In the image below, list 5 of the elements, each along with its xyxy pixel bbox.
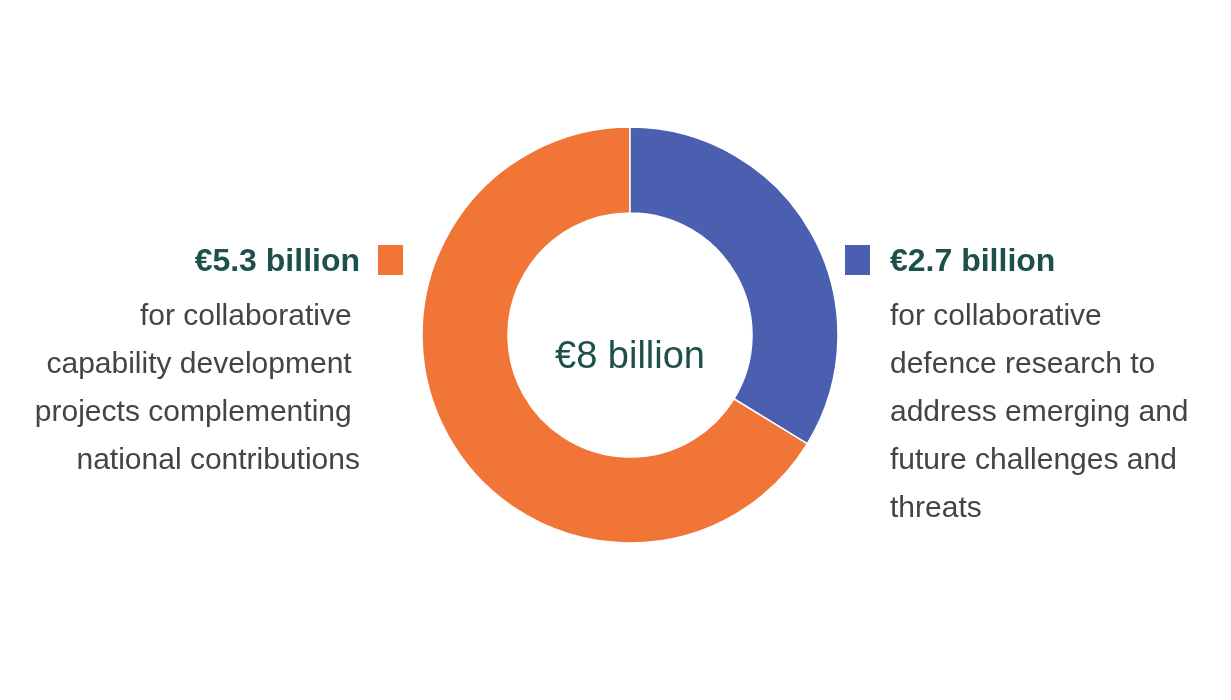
- data-label: €2.7 billion: [890, 242, 1056, 278]
- slice-label: for collaborative defence research to address emerging and future challenges and threats: [890, 297, 1197, 523]
- text: €8 billion: [555, 334, 705, 376]
- data-label: €5.3 billion: [194, 242, 360, 278]
- slice-label: for collaborative capability development projects complementing national contributions: [34, 297, 360, 475]
